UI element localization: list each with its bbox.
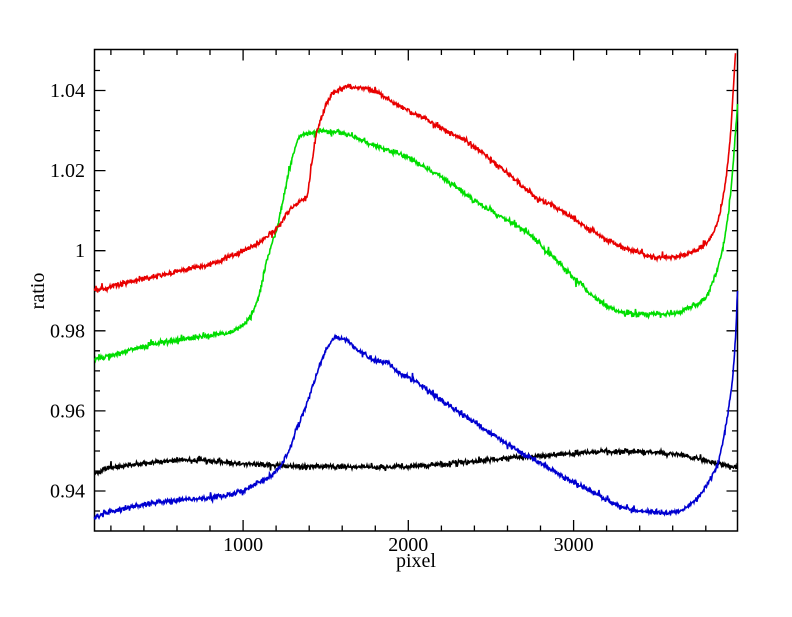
- svg-text:0.96: 0.96: [50, 400, 85, 422]
- svg-text:1.02: 1.02: [50, 160, 85, 182]
- svg-text:2000: 2000: [388, 534, 428, 556]
- svg-text:1000: 1000: [223, 534, 263, 556]
- svg-text:1: 1: [75, 240, 85, 262]
- svg-text:1.04: 1.04: [50, 80, 85, 102]
- svg-text:ratio: ratio: [27, 273, 49, 310]
- svg-text:pixel: pixel: [396, 550, 436, 572]
- svg-text:0.94: 0.94: [50, 481, 85, 503]
- svg-text:0.98: 0.98: [50, 320, 85, 342]
- svg-text:3000: 3000: [554, 534, 594, 556]
